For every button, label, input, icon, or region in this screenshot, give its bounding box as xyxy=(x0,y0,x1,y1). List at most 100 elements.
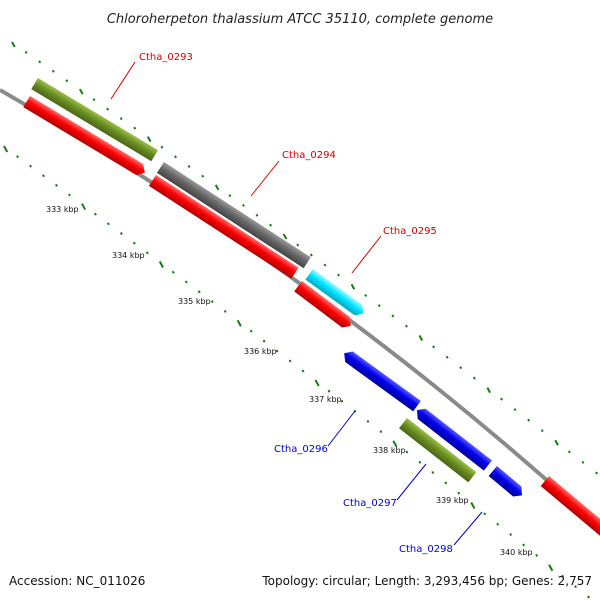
inner-tick-mark xyxy=(80,203,87,211)
label-ctha-0297[interactable]: Ctha_0297 xyxy=(343,498,397,509)
inner-tick-mark xyxy=(548,564,554,572)
inner-tick-mark xyxy=(171,270,175,274)
inner-tick-mark xyxy=(470,501,476,509)
outer-tick-mark xyxy=(242,203,245,207)
inner-tick-mark xyxy=(184,280,188,284)
outer-tick-mark xyxy=(65,79,69,83)
outer-tick-mark xyxy=(51,69,55,73)
scale-tick-label: 334 kbp xyxy=(112,251,145,260)
outer-tick-mark xyxy=(38,60,42,64)
gene-olive-1[interactable] xyxy=(31,78,159,162)
inner-tick-mark xyxy=(145,251,149,255)
inner-tick-mark xyxy=(522,543,526,547)
outer-tick-mark xyxy=(228,194,232,198)
scale-tick-label: 339 kbp xyxy=(436,496,469,505)
inner-tick-mark xyxy=(535,553,539,557)
outer-tick-track xyxy=(11,41,598,475)
outer-tick-mark xyxy=(269,223,273,227)
inner-tick-mark xyxy=(587,595,590,599)
outer-tick-mark xyxy=(554,439,559,446)
gene-olive-2[interactable] xyxy=(398,418,477,483)
inner-tick-mark xyxy=(314,379,320,387)
label-leader-lines xyxy=(110,61,483,546)
outer-tick-mark xyxy=(527,418,531,422)
outer-tick-mark xyxy=(92,98,96,102)
scale-tick-label: 337 kbp xyxy=(309,395,342,404)
scale-tick-label: 335 kbp xyxy=(178,297,211,306)
inner-tick-mark xyxy=(210,300,214,304)
reverse-strand-genes xyxy=(340,348,526,500)
label-ctha-0293[interactable]: Ctha_0293 xyxy=(139,52,193,63)
inner-tick-track: 333 kbp 334 kbp 335 kbp 336 kbp 337 kbp 338 k… xyxy=(3,145,590,599)
inner-tick-mark xyxy=(236,319,242,327)
outer-tick-mark xyxy=(445,355,449,359)
outer-tick-mark xyxy=(146,136,152,143)
inner-tick-mark xyxy=(3,145,9,153)
inner-tick-mark xyxy=(405,450,409,454)
outer-tick-mark xyxy=(500,397,503,401)
inner-tick-mark xyxy=(301,369,305,373)
inner-tick-mark xyxy=(431,471,435,475)
inner-tick-mark xyxy=(288,359,292,363)
outer-tick-mark xyxy=(513,408,517,412)
inner-tick-mark xyxy=(106,222,110,226)
gene-red-2[interactable] xyxy=(148,175,299,279)
scale-tick-label: 333 kbp xyxy=(46,205,79,214)
outer-tick-mark xyxy=(309,253,313,257)
outer-tick-mark xyxy=(106,107,110,111)
outer-tick-mark xyxy=(214,184,220,191)
label-ctha-0298[interactable]: Ctha_0298 xyxy=(399,544,453,555)
outer-tick-mark xyxy=(160,145,164,149)
gene-blue-2[interactable] xyxy=(413,405,492,471)
outer-tick-mark xyxy=(119,117,123,121)
gene-red-4[interactable] xyxy=(540,476,600,538)
gene-cyan[interactable] xyxy=(305,269,367,319)
label-ctha-0296[interactable]: Ctha_0296 xyxy=(274,444,328,455)
outer-tick-mark xyxy=(187,165,191,168)
outer-tick-mark xyxy=(486,387,491,394)
scale-tick-label: 336 kbp xyxy=(244,347,277,356)
outer-tick-mark xyxy=(418,335,424,341)
inner-tick-mark xyxy=(93,212,97,216)
outer-tick-mark xyxy=(432,345,435,349)
outer-tick-mark xyxy=(595,471,598,475)
gene-blue-3[interactable] xyxy=(488,466,526,500)
inner-tick-mark xyxy=(561,574,565,578)
inner-tick-mark xyxy=(249,329,253,333)
inner-tick-mark xyxy=(379,430,383,434)
gene-red-1[interactable] xyxy=(23,96,148,178)
scale-tick-label: 338 kbp xyxy=(373,446,406,455)
inner-tick-mark xyxy=(262,339,266,343)
inner-tick-mark xyxy=(68,193,71,197)
outer-tick-mark xyxy=(459,366,463,370)
forward-strand-genes xyxy=(23,78,600,538)
outer-tick-mark xyxy=(282,233,288,240)
outer-tick-mark xyxy=(323,263,327,267)
inner-tick-mark xyxy=(392,440,398,448)
leader-ctha-0293 xyxy=(110,61,136,100)
outer-tick-mark xyxy=(540,429,544,433)
inner-tick-mark xyxy=(509,533,513,537)
outer-tick-mark xyxy=(296,243,300,247)
gene-grey[interactable] xyxy=(156,162,311,269)
inner-tick-mark xyxy=(457,491,461,495)
label-ctha-0294[interactable]: Ctha_0294 xyxy=(282,150,336,161)
accession-text: Accession: NC_011026 xyxy=(9,574,145,588)
inner-tick-mark xyxy=(340,399,344,403)
outer-tick-mark xyxy=(472,376,476,380)
gene-red-3[interactable] xyxy=(294,281,355,331)
outer-tick-mark xyxy=(79,88,84,95)
gene-blue-1[interactable] xyxy=(340,348,421,412)
leader-ctha-0297 xyxy=(396,463,427,501)
outer-tick-mark xyxy=(201,174,205,178)
inner-tick-mark xyxy=(158,261,164,269)
leader-ctha-0294 xyxy=(250,160,280,197)
leader-ctha-0295 xyxy=(351,235,382,274)
inner-tick-mark xyxy=(275,349,279,353)
leader-ctha-0296 xyxy=(327,410,356,447)
label-ctha-0295[interactable]: Ctha_0295 xyxy=(383,226,437,237)
outer-tick-mark xyxy=(377,304,381,308)
inner-tick-mark xyxy=(327,389,331,393)
inner-tick-mark xyxy=(132,241,136,245)
